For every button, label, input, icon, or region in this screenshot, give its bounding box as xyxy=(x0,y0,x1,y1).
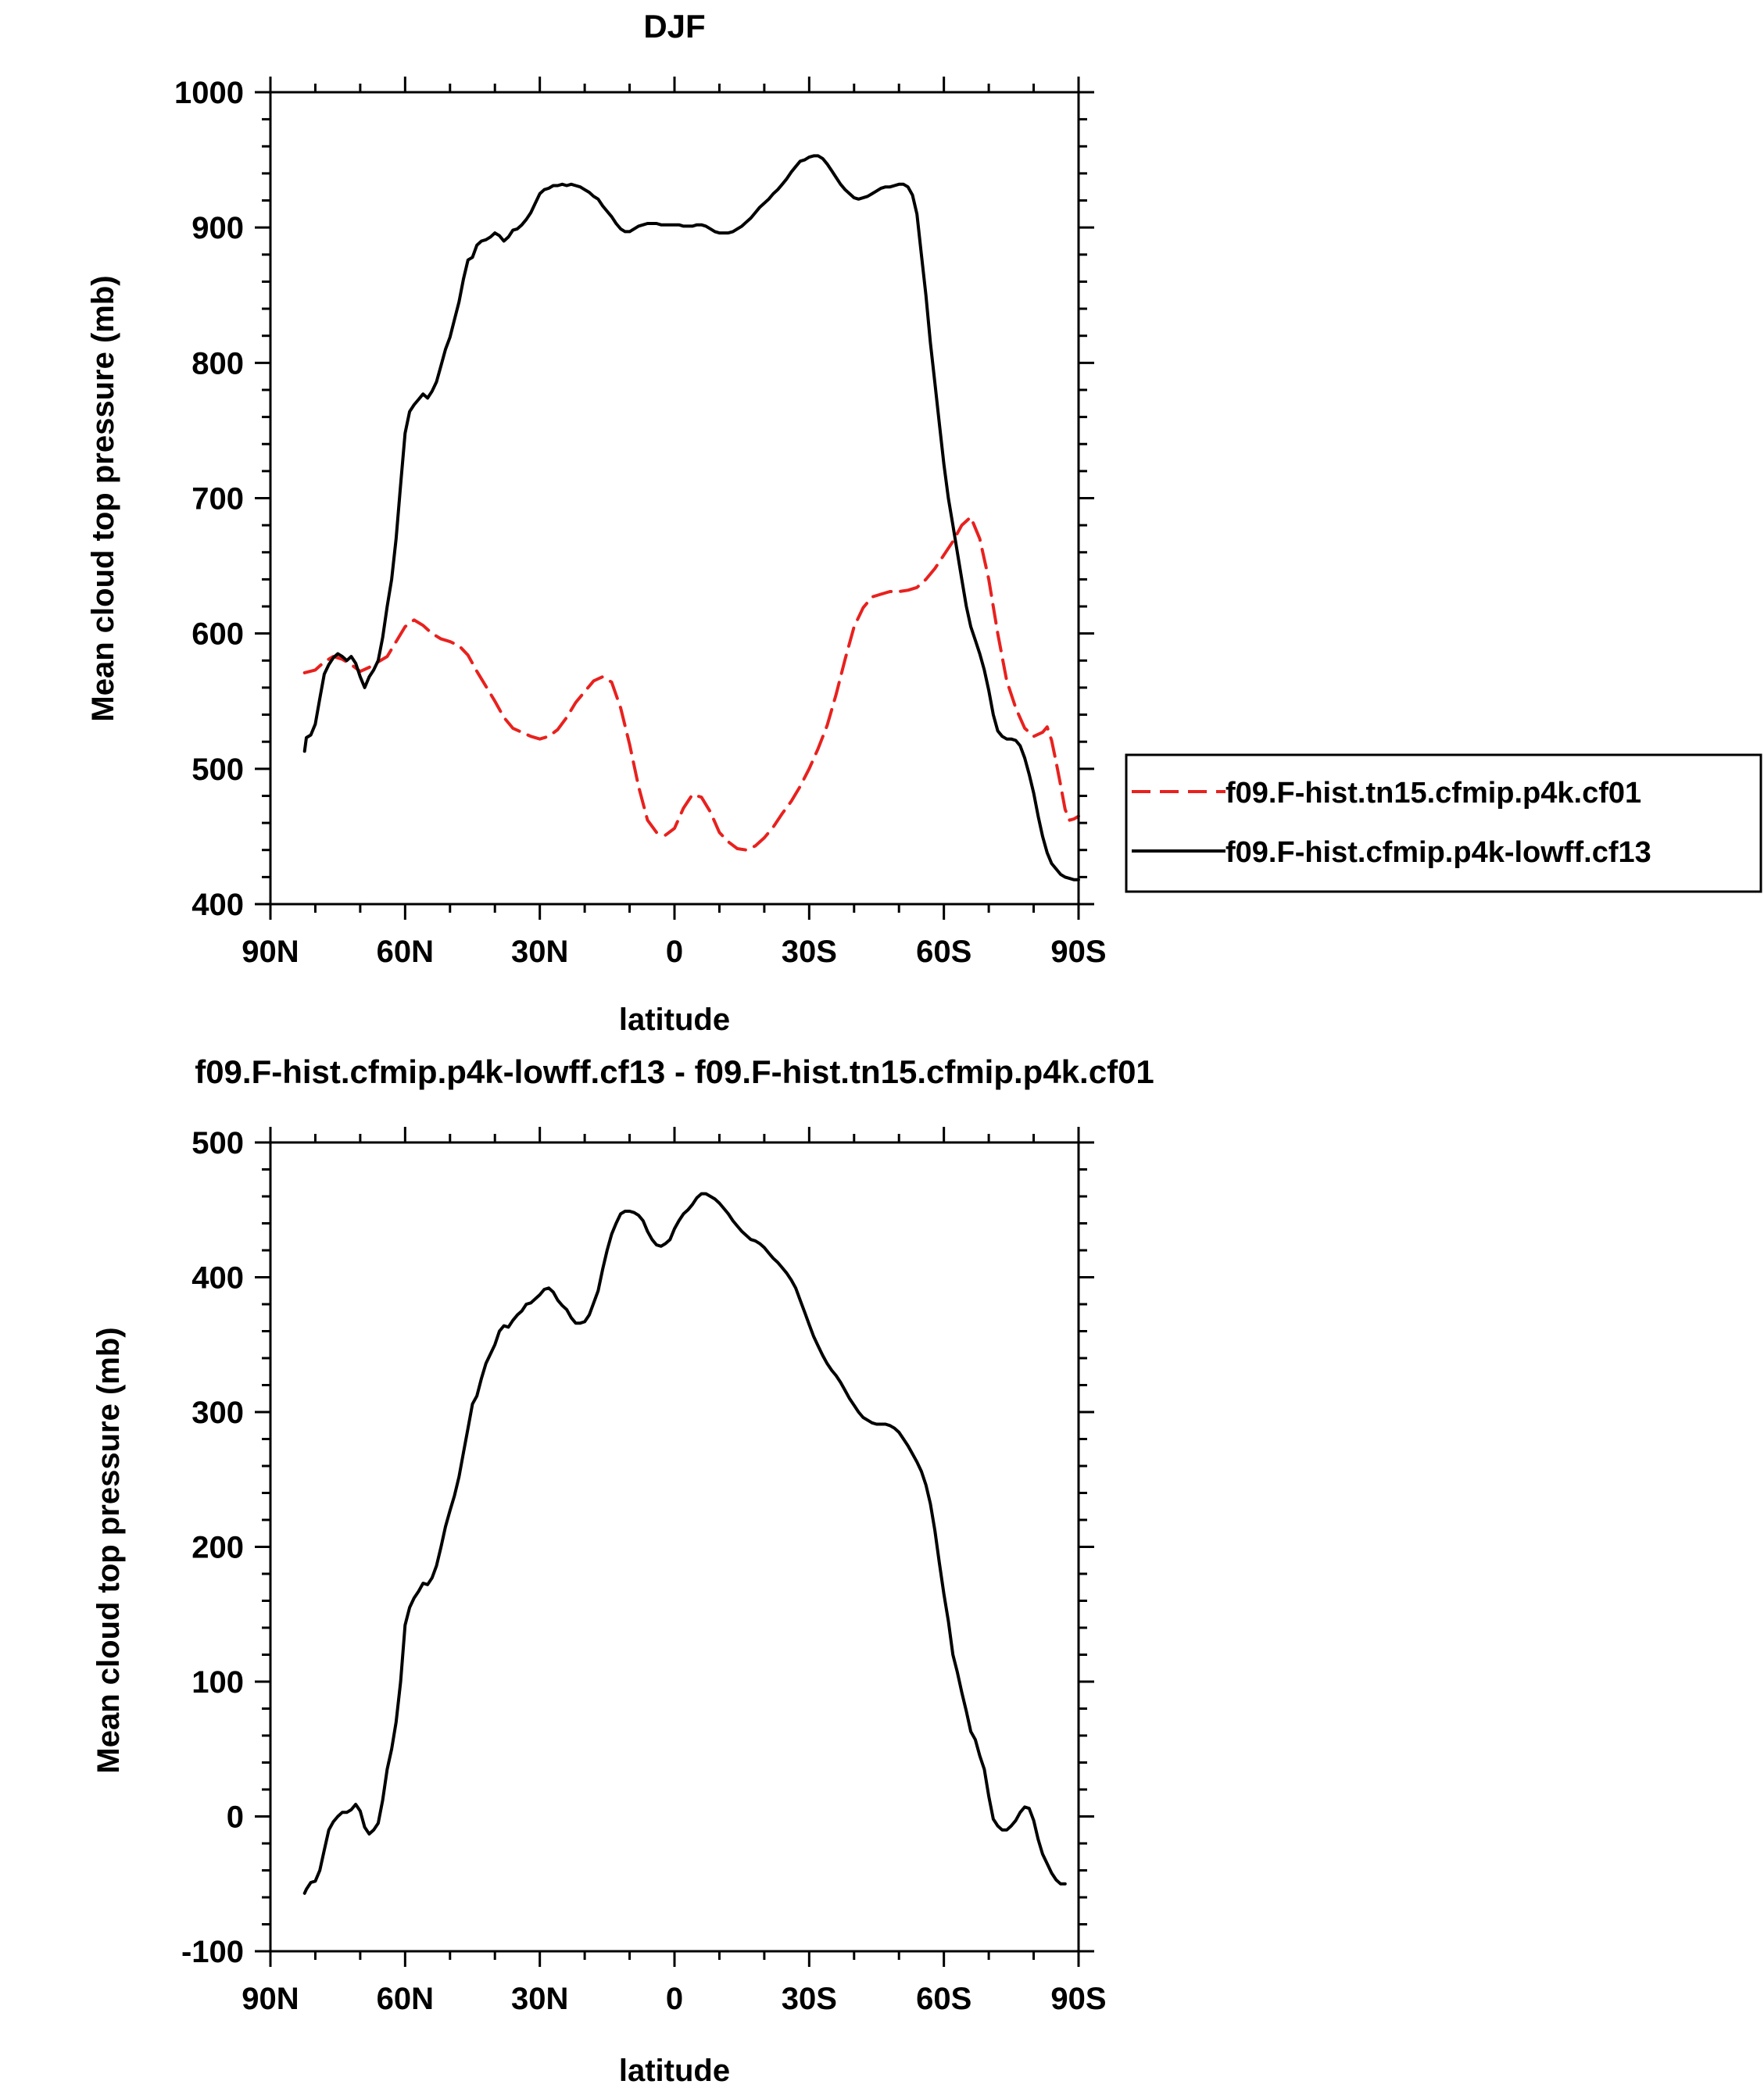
x-tick-label: 90N xyxy=(242,1982,299,2016)
x-tick-label: 60N xyxy=(377,935,434,969)
y-tick-label: 700 xyxy=(191,482,244,517)
y-tick-label: -100 xyxy=(181,1935,244,1969)
x-tick-label: 30N xyxy=(511,1982,568,2016)
x-axis-label: latitude xyxy=(619,2054,730,2088)
y-tick-label: 100 xyxy=(191,1665,244,1700)
y-tick-label: 0 xyxy=(227,1800,244,1835)
tick-labels: 90N 60N 30N 0 30S 60S 90S 400 500 600 700 800 900 100… xyxy=(174,76,1107,969)
tick-marks xyxy=(255,1127,1094,1967)
plot-frame xyxy=(269,1141,1080,1953)
y-tick-label: 600 xyxy=(191,617,244,652)
legend-label-cf13: f09.F-hist.cfmip.p4k-lowff.cf13 xyxy=(1225,836,1651,869)
x-tick-label: 30N xyxy=(511,935,568,969)
series-line-0-1 xyxy=(302,154,1080,881)
x-axis-label: latitude xyxy=(619,1003,730,1037)
y-axis-label: Mean cloud top pressure (mb) xyxy=(86,275,120,721)
series-lines xyxy=(302,154,1080,881)
x-tick-label: 0 xyxy=(666,1982,683,2016)
x-tick-label: 60S xyxy=(916,935,971,969)
plot-frame xyxy=(269,91,1080,906)
legend-label-cf01: f09.F-hist.tn15.cfmip.p4k.cf01 xyxy=(1225,777,1641,810)
series-line-0-0 xyxy=(302,515,1080,852)
y-tick-label: 800 xyxy=(191,346,244,381)
x-tick-label: 90S xyxy=(1050,1982,1106,2016)
series-line-1-0 xyxy=(302,1192,1067,1895)
x-tick-label: 30S xyxy=(782,1982,837,2016)
chart-difference: f09.F-hist.cfmip.p4k-lowff.cf13 - f09.F-… xyxy=(91,1053,1154,2088)
x-tick-label: 90S xyxy=(1050,935,1106,969)
y-tick-label: 400 xyxy=(191,1261,244,1296)
legend-box xyxy=(1125,753,1762,893)
chart-djf: DJF 90N 60N 30N 0 30S 60S 90S40050060070080090… xyxy=(86,8,1762,1037)
x-tick-label: 60N xyxy=(377,1982,434,2016)
x-tick-label: 0 xyxy=(666,935,683,969)
chart-title: DJF xyxy=(643,8,705,45)
x-tick-label: 90N xyxy=(242,935,299,969)
tick-marks xyxy=(255,77,1094,920)
y-tick-label: 500 xyxy=(191,753,244,787)
legend: f09.F-hist.tn15.cfmip.p4k.cf01 f09.F-his… xyxy=(1125,753,1762,893)
chart-title: f09.F-hist.cfmip.p4k-lowff.cf13 - f09.F-… xyxy=(195,1053,1154,1090)
y-tick-label: 500 xyxy=(191,1126,244,1160)
x-tick-label: 30S xyxy=(782,935,837,969)
y-tick-label: 1000 xyxy=(174,76,244,110)
x-tick-label: 60S xyxy=(916,1982,971,2016)
y-tick-label: 400 xyxy=(191,888,244,922)
y-tick-label: 900 xyxy=(191,211,244,245)
y-tick-label: 300 xyxy=(191,1396,244,1430)
series-lines xyxy=(302,1192,1067,1895)
y-tick-label: 200 xyxy=(191,1531,244,1565)
tick-labels: 90N 60N 30N 0 30S 60S 90S -100 0 100 200 300 400 500 xyxy=(181,1126,1107,2016)
y-axis-label: Mean cloud top pressure (mb) xyxy=(91,1327,126,1773)
